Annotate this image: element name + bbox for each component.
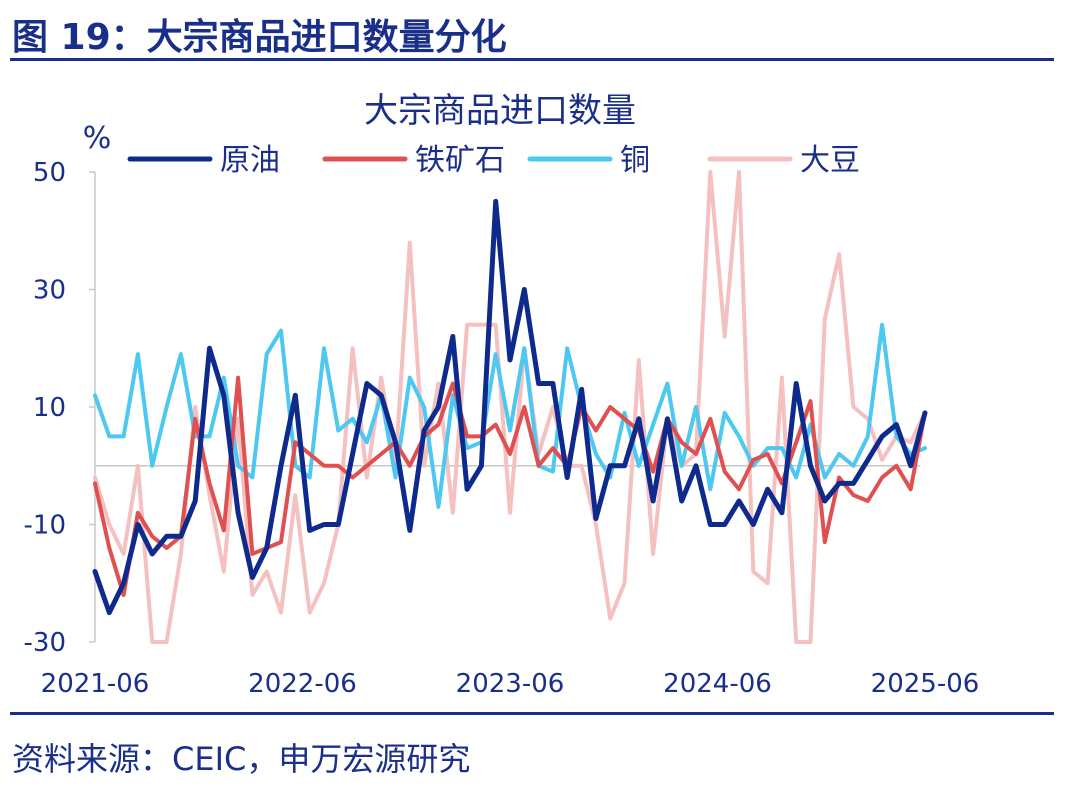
series-0 (92, 198, 928, 616)
legend: 原油 铁矿石 铜 大豆 (127, 143, 860, 178)
y-tick-label: 10 (33, 393, 66, 423)
y-tick-label: -30 (24, 628, 66, 658)
legend-label: 铜 (620, 143, 650, 178)
series-group (92, 170, 928, 644)
y-tick-label: 50 (33, 158, 66, 188)
x-tick-label: 2021-06 (41, 669, 150, 699)
y-tick-label: -10 (24, 511, 66, 541)
x-tick-label: 2022-06 (248, 669, 357, 699)
source-note: 资料来源：CEIC，申万宏源研究 (12, 740, 471, 778)
chart-title: 大宗商品进口数量 (364, 91, 636, 131)
legend-label: 大豆 (800, 143, 860, 178)
figure-title: 图 19：大宗商品进口数量分化 (12, 17, 507, 58)
x-tick-label: 2024-06 (663, 669, 772, 699)
top-rule (10, 58, 1054, 61)
x-tick-label: 2023-06 (456, 669, 565, 699)
legend-label: 原油 (220, 143, 280, 178)
bottom-rule (10, 712, 1054, 715)
y-tick-label: 30 (33, 276, 66, 306)
y-unit-label: % (83, 121, 112, 156)
x-tick-label: 2025-06 (871, 669, 980, 699)
axes: 50 30 10 -10 -30 2021-06 2022-06 2023-06 2024-06… (24, 158, 980, 699)
legend-label: 铁矿石 (415, 143, 505, 178)
line-chart: 大宗商品进口数量 % 原油 铁矿石 铜 大豆 50 30 10 -10 -30 2021-06 2… (24, 91, 980, 699)
series-line (92, 198, 928, 616)
